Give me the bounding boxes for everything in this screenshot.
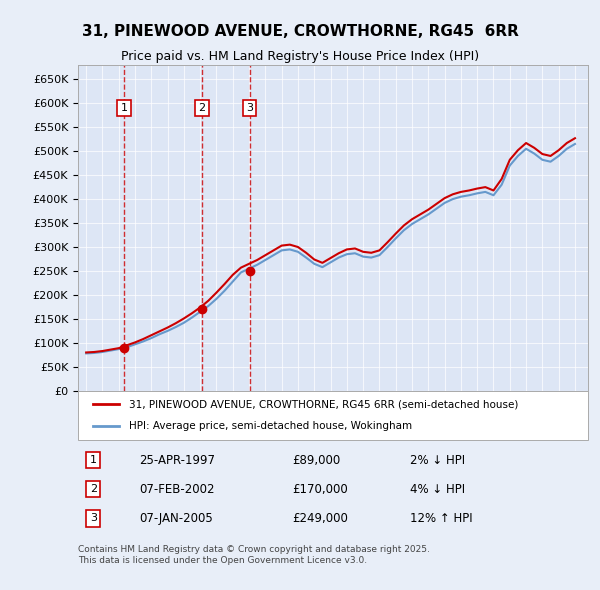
Text: 3: 3	[246, 103, 253, 113]
Text: 2% ↓ HPI: 2% ↓ HPI	[409, 454, 464, 467]
Text: 3: 3	[90, 513, 97, 523]
Text: 07-FEB-2002: 07-FEB-2002	[139, 483, 215, 496]
Text: £89,000: £89,000	[292, 454, 340, 467]
Text: 1: 1	[90, 455, 97, 465]
Text: 31, PINEWOOD AVENUE, CROWTHORNE, RG45 6RR (semi-detached house): 31, PINEWOOD AVENUE, CROWTHORNE, RG45 6R…	[129, 399, 518, 409]
Text: 25-APR-1997: 25-APR-1997	[139, 454, 215, 467]
Text: 2: 2	[198, 103, 205, 113]
Text: Contains HM Land Registry data © Crown copyright and database right 2025.
This d: Contains HM Land Registry data © Crown c…	[78, 545, 430, 565]
Text: 31, PINEWOOD AVENUE, CROWTHORNE, RG45  6RR: 31, PINEWOOD AVENUE, CROWTHORNE, RG45 6R…	[82, 24, 518, 38]
FancyBboxPatch shape	[78, 391, 588, 440]
Text: 2: 2	[90, 484, 97, 494]
Text: £170,000: £170,000	[292, 483, 348, 496]
Text: Price paid vs. HM Land Registry's House Price Index (HPI): Price paid vs. HM Land Registry's House …	[121, 50, 479, 63]
Text: 07-JAN-2005: 07-JAN-2005	[139, 512, 213, 525]
Text: 12% ↑ HPI: 12% ↑ HPI	[409, 512, 472, 525]
Text: 4% ↓ HPI: 4% ↓ HPI	[409, 483, 464, 496]
Text: 1: 1	[121, 103, 127, 113]
Text: £249,000: £249,000	[292, 512, 348, 525]
Text: HPI: Average price, semi-detached house, Wokingham: HPI: Average price, semi-detached house,…	[129, 421, 412, 431]
